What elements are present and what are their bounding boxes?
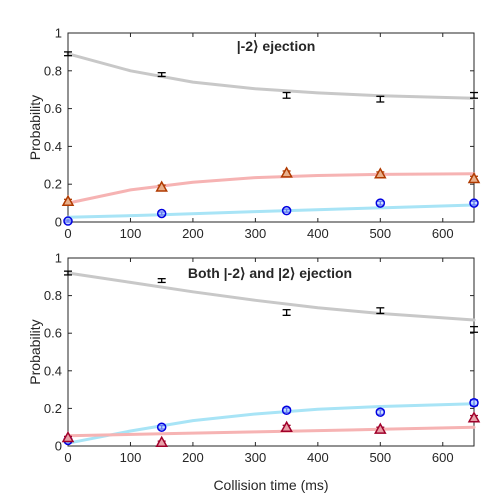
x-tick-label: 200 xyxy=(182,450,204,465)
y-tick-label: 0.6 xyxy=(44,101,62,116)
blue-circle-marker xyxy=(156,208,167,219)
x-tick-label: 600 xyxy=(432,450,454,465)
plot-area xyxy=(67,32,475,223)
triangle-marker xyxy=(61,194,75,206)
triangle-marker xyxy=(467,411,481,423)
y-tick-label: 0.2 xyxy=(44,401,62,416)
x-tick-label: 400 xyxy=(307,450,329,465)
x-axis-label: Collision time (ms) xyxy=(213,477,328,493)
triangle-marker xyxy=(374,167,387,179)
y-tick-label: 0 xyxy=(55,215,62,230)
blue-circle-marker xyxy=(375,407,386,417)
x-tick-label: 0 xyxy=(64,226,71,241)
triangle-marker xyxy=(467,171,481,184)
y-tick-label: 1 xyxy=(55,26,62,41)
top-panel: 0 100 200 300 400 500 600 0 0.2 0.4 0.6 0.8 1 Probabi… xyxy=(27,26,481,241)
blue-circle-fit-curve xyxy=(66,402,476,445)
x-tick-label: 200 xyxy=(182,226,204,241)
x-tick-label: 500 xyxy=(369,450,391,465)
triangle-marker xyxy=(155,180,168,192)
x-tick-label: 300 xyxy=(245,226,267,241)
triangle-marker xyxy=(280,420,293,432)
triangle-fit-curve xyxy=(66,425,476,438)
y-tick-label: 0 xyxy=(55,439,62,454)
x-tick-label: 600 xyxy=(432,226,454,241)
blue-circle-marker xyxy=(281,205,292,216)
x-tick-label: 400 xyxy=(307,226,329,241)
y-tick-label: 1 xyxy=(55,251,62,266)
blue-circle-fit-curve xyxy=(66,203,476,219)
y-tick-label: 0.2 xyxy=(44,177,62,192)
x-tick-label: 100 xyxy=(120,226,142,241)
triangle-marker xyxy=(155,435,168,447)
triangle-marker xyxy=(374,422,387,434)
y-tick-label: 0.4 xyxy=(44,363,62,378)
x-tick-label: 300 xyxy=(245,450,267,465)
y-tick-label: 0.6 xyxy=(44,326,62,341)
blue-circle-marker xyxy=(63,216,73,226)
blue-circle-marker xyxy=(281,405,292,416)
x-tick-label: 500 xyxy=(369,226,391,241)
blue-circle-marker xyxy=(469,398,479,408)
blue-circle-marker xyxy=(469,198,479,208)
panel-title: |-2⟩ ejection xyxy=(237,38,316,54)
y-tick-label: 0.8 xyxy=(44,63,62,78)
y-axis-label: Probability xyxy=(27,319,43,384)
x-tick-label: 0 xyxy=(64,450,71,465)
y-axis-label: Probability xyxy=(27,95,43,160)
blue-circle-marker xyxy=(156,422,167,432)
x-tick-label: 100 xyxy=(120,450,142,465)
plot-area xyxy=(67,257,475,447)
panel-title: Both |-2⟩ and |2⟩ ejection xyxy=(188,265,352,281)
triangle-marker xyxy=(280,166,293,178)
y-tick-label: 0.4 xyxy=(44,139,62,154)
blue-circle-marker xyxy=(375,198,386,208)
y-tick-label: 0.8 xyxy=(44,288,62,303)
bottom-panel: 0 100 200 300 400 500 600 0 0.2 0.4 0.6 0.8 1 Probabi… xyxy=(27,251,481,465)
triangle-marker xyxy=(61,430,75,443)
